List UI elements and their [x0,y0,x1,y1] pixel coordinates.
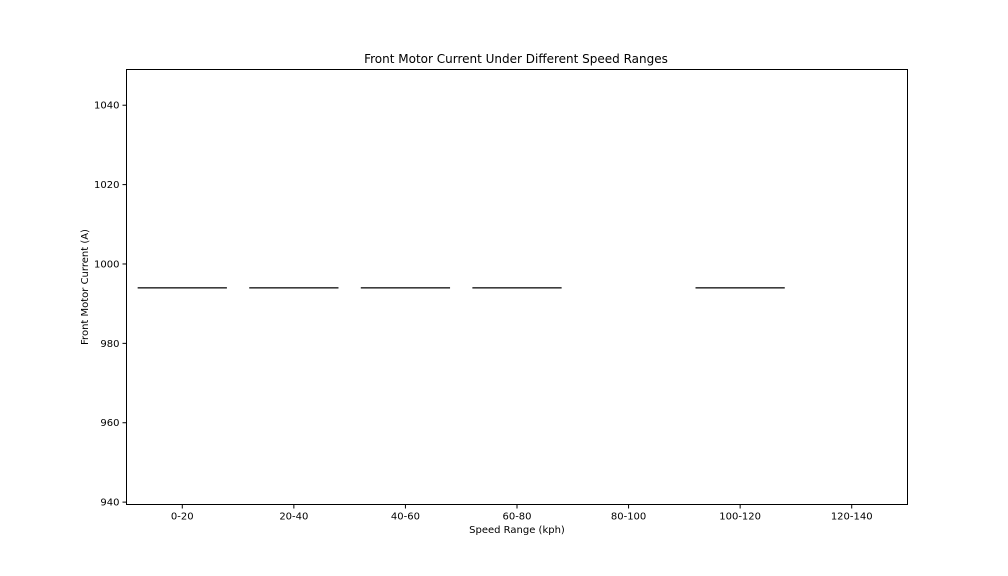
y-axis: 940 960 980 1000 1020 1040 [94,101,127,509]
x-tick-label: 80-100 [611,512,646,523]
x-axis-title: Speed Range (kph) [469,525,565,536]
x-tick-label: 60-80 [502,512,531,523]
y-tick-label: 980 [100,339,119,350]
y-tick-label: 960 [100,418,119,429]
x-tick-label: 120-140 [831,512,873,523]
y-tick-label: 940 [100,498,119,509]
y-tick-label: 1000 [94,259,119,270]
y-tick-label: 1020 [94,180,119,191]
y-axis-title: Front Motor Current (A) [80,229,91,345]
y-tick-label: 1040 [94,101,119,112]
x-tick-label: 0-20 [171,512,194,523]
x-axis: 0-20 20-40 40-60 60-80 80-100 100-120 120-140 [171,504,873,523]
x-tick-label: 100-120 [719,512,761,523]
x-tick-label: 40-60 [391,512,420,523]
chart-title: Front Motor Current Under Different Spee… [364,52,668,66]
x-tick-label: 20-40 [279,512,308,523]
